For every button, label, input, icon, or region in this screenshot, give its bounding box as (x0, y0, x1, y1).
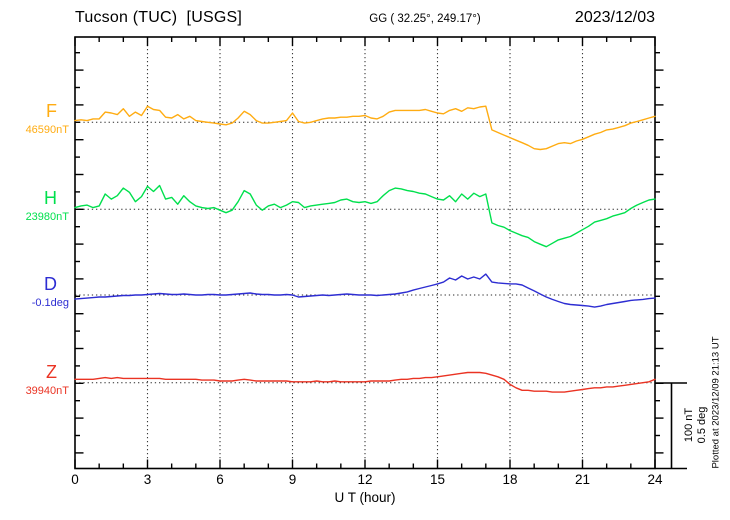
geo-coordinates: GG ( 32.25°, 249.17°) (369, 13, 481, 25)
channel-baseline-value-z: 39940nT (25, 385, 69, 397)
trace-D (74, 273, 656, 308)
channel-letter-f: F (46, 101, 57, 121)
channel-label-z: Z 39940nT (0, 363, 70, 397)
x-tick-label-3: 3 (143, 472, 152, 487)
x-tick-label-18: 18 (502, 472, 518, 487)
station-title: Tucson (TUC) [USGS] (75, 9, 242, 26)
channel-letter-d: D (44, 274, 57, 294)
x-tick-label-15: 15 (429, 472, 446, 487)
trace-F (74, 105, 656, 151)
x-axis-title: U T (hour) (334, 490, 396, 505)
channel-baseline-value-f: 46590nT (25, 124, 69, 136)
scale-bar-deg-label: 0.5 deg (696, 406, 708, 444)
x-tick-label-24: 24 (647, 472, 663, 487)
plot-timestamp: Plotted at 2023/12/09 21:13 UT (710, 336, 722, 469)
plot-border (74, 36, 656, 470)
x-tick-label-0: 0 (71, 472, 79, 487)
channel-label-h: H 23980nT (0, 189, 70, 223)
trace-H (74, 184, 656, 248)
channel-letter-z: Z (46, 362, 57, 382)
channel-letter-h: H (44, 188, 57, 208)
channel-baseline-value-d: -0.1deg (31, 297, 69, 309)
trace-Z (74, 371, 656, 393)
x-tick-label-9: 9 (288, 472, 297, 487)
channel-label-d: D -0.1deg (0, 275, 70, 309)
scale-bar-nt-label: 100 nT (683, 407, 695, 443)
x-tick-label-12: 12 (357, 472, 373, 487)
date-label: 2023/12/03 (574, 9, 655, 26)
channel-label-f: F 46590nT (0, 102, 70, 136)
channel-baseline-value-h: 23980nT (25, 211, 69, 223)
scale-bar-label: 100 nT 0.5 deg (683, 381, 709, 469)
x-tick-label-21: 21 (574, 472, 591, 487)
x-tick-label-6: 6 (216, 472, 224, 487)
